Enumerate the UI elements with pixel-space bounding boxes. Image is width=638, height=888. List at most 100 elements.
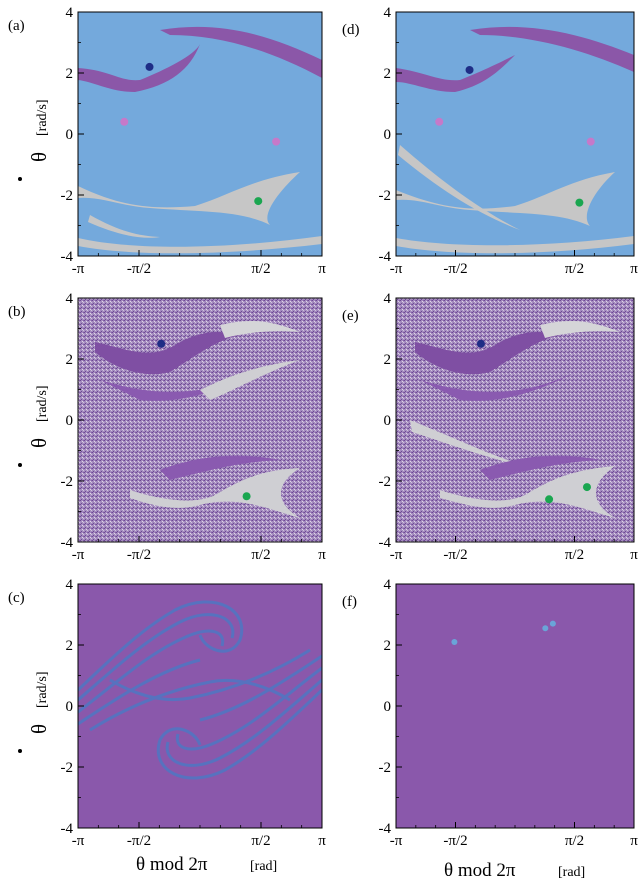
- x-tick-label: -π: [72, 833, 85, 849]
- x-axis-unit: [rad]: [558, 865, 585, 880]
- data-point: [465, 65, 474, 74]
- x-tick-label: -π/2: [443, 261, 467, 277]
- gray-region: [220, 320, 300, 338]
- data-point: [586, 137, 595, 146]
- x-tick-label: π: [318, 261, 326, 277]
- x-tick-label: -π/2: [443, 547, 467, 563]
- panel-d-points: [435, 65, 595, 207]
- purple-region: [100, 370, 260, 401]
- y-tick-label: 0: [384, 413, 392, 429]
- purple-region: [95, 332, 240, 375]
- panel-d-axes: -π -π/2 π/2 π -4 -2 0 2 4: [379, 5, 638, 277]
- y-tick-label: -4: [61, 249, 74, 265]
- x-tick-label: π: [318, 547, 326, 563]
- panel-b-label: (b): [8, 304, 26, 320]
- panel-e-points: [476, 339, 591, 504]
- gray-region: [200, 360, 300, 400]
- gray-region: [78, 236, 322, 254]
- gray-region: [78, 172, 300, 225]
- y-tick-label: 4: [66, 5, 74, 21]
- purple-region: [480, 455, 600, 480]
- y-axis-unit: [rad/s]: [35, 385, 50, 422]
- x-axis-label-left: θ mod 2π [rad]: [136, 854, 277, 875]
- x-tick-label: π/2: [251, 547, 270, 563]
- panel-f-label: (f): [342, 594, 357, 610]
- y-tick-label: -4: [61, 821, 74, 837]
- y-tick-label: -2: [61, 760, 74, 776]
- y-axis-symbol: θ: [27, 152, 51, 162]
- x-tick-label: -π/2: [443, 833, 467, 849]
- y-tick-label: -2: [61, 474, 74, 490]
- x-axis-label: θ mod 2π: [444, 860, 516, 881]
- y-tick-label: -4: [379, 249, 392, 265]
- panel-c-label: (c): [8, 590, 25, 606]
- x-tick-label: π: [630, 547, 638, 563]
- panel-c-axes: -π -π/2 π/2 π -4 -2 0 2 4: [61, 577, 327, 849]
- purple-region: [160, 26, 322, 78]
- panel-d: -π -π/2 π/2 π -4 -2 0 2 4 (d): [342, 5, 638, 277]
- y-axis-symbol: θ: [27, 438, 51, 448]
- x-axis-unit: [rad]: [250, 859, 277, 874]
- x-tick-label: -π/2: [127, 261, 151, 277]
- x-tick-label: -π: [72, 547, 85, 563]
- x-tick-label: -π: [390, 833, 403, 849]
- data-point: [545, 495, 554, 504]
- purple-region: [470, 26, 634, 73]
- y-tick-label: 4: [384, 577, 392, 593]
- y-tick-label: 2: [66, 66, 74, 82]
- data-point: [272, 137, 281, 146]
- data-point: [242, 492, 251, 501]
- x-tick-label: π: [630, 833, 638, 849]
- y-tick-label: 4: [384, 291, 392, 307]
- panel-a-points: [120, 62, 281, 206]
- panel-b-axes: -π -π/2 π/2 π -4 -2 0 2 4: [61, 291, 327, 563]
- gray-region: [396, 236, 634, 254]
- x-tick-label: -π: [390, 547, 403, 563]
- x-axis-label: θ mod 2π: [136, 854, 208, 875]
- data-point: [582, 483, 591, 492]
- attractor-bands: [78, 600, 322, 780]
- gray-region: [396, 172, 615, 226]
- y-tick-label: 4: [384, 5, 392, 21]
- y-tick-label: -2: [379, 474, 392, 490]
- data-point: [575, 198, 584, 207]
- y-tick-label: 4: [66, 291, 74, 307]
- y-axis-dot-a: [18, 177, 22, 181]
- y-axis-dot-b: [18, 463, 22, 467]
- panel-a: -π -π/2 π/2 π -4 -2 0 2 4 (a): [8, 5, 326, 277]
- y-axis-label-b: θ [rad/s]: [27, 385, 51, 448]
- panel-f-axes: -π -π/2 π/2 π -4 -2 0 2 4: [379, 577, 638, 849]
- panel-a-label: (a): [8, 18, 25, 34]
- x-axis-label-right: θ mod 2π [rad]: [444, 860, 585, 881]
- x-tick-label: -π/2: [127, 833, 151, 849]
- y-tick-label: 0: [66, 413, 74, 429]
- purple-region: [415, 332, 560, 375]
- y-axis-unit: [rad/s]: [35, 671, 50, 708]
- y-tick-label: -2: [379, 760, 392, 776]
- data-point: [451, 638, 458, 645]
- panel-e-label: (e): [342, 308, 359, 324]
- panel-c-background: [78, 584, 322, 828]
- y-tick-label: -2: [61, 188, 74, 204]
- purple-region: [78, 44, 200, 92]
- y-tick-label: -4: [379, 535, 392, 551]
- panel-f-background: [396, 584, 634, 828]
- x-tick-label: π: [318, 833, 326, 849]
- gray-region: [440, 466, 615, 518]
- y-tick-label: 0: [384, 699, 392, 715]
- panel-c: -π -π/2 π/2 π -4 -2 0 2 4 (c): [8, 577, 326, 849]
- panel-e-axes: -π -π/2 π/2 π -4 -2 0 2 4: [379, 291, 638, 563]
- y-tick-label: -4: [61, 535, 74, 551]
- x-tick-label: π/2: [565, 547, 584, 563]
- data-point: [157, 339, 166, 348]
- data-point: [542, 625, 549, 632]
- purple-region: [396, 55, 515, 92]
- x-tick-label: π/2: [251, 833, 270, 849]
- x-tick-label: -π/2: [127, 547, 151, 563]
- gray-region: [88, 215, 160, 238]
- gray-region: [540, 320, 620, 338]
- x-tick-label: -π: [72, 261, 85, 277]
- x-tick-label: -π: [390, 261, 403, 277]
- x-tick-label: π: [630, 261, 638, 277]
